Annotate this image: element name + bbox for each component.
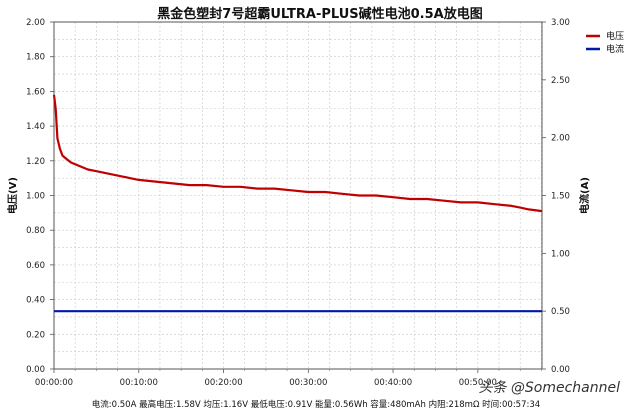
x-tick-label: 00:40:00 <box>374 378 412 388</box>
y-right-axis-label: 电流(A) <box>578 177 591 214</box>
y-left-tick-label: 1.40 <box>26 122 45 132</box>
legend-label-current: 电流 <box>606 43 624 55</box>
y-left-ticks: 0.00 0.20 0.40 0.60 0.80 1.00 1.20 1.40 1.60 1.80… <box>26 18 54 375</box>
y-left-tick-label: 1.00 <box>26 192 45 202</box>
y-right-tick-label: 3.00 <box>551 18 570 28</box>
x-tick-label: 00:20:00 <box>204 378 242 388</box>
footer-stats: 电流:0.50A 最高电压:1.58V 均压:1.16V 最低电压:0.91V … <box>92 399 540 410</box>
series-voltage-line <box>52 94 543 213</box>
y-right-ticks: 0.00 0.50 1.00 1.50 2.00 2.50 3.00 <box>542 18 570 375</box>
y-left-tick-label: 1.60 <box>26 87 45 97</box>
y-left-tick-label: 2.00 <box>26 18 45 28</box>
y-right-tick-label: 1.50 <box>551 192 570 202</box>
y-left-tick-label: 0.20 <box>26 330 45 340</box>
series-layer <box>52 94 543 313</box>
y-left-axis-label: 电压(V) <box>6 177 19 214</box>
y-right-tick-label: 0.00 <box>551 365 570 375</box>
x-ticks: 00:00:00 00:10:00 00:20:00 00:30:00 00:40:00… <box>35 369 542 388</box>
x-tick-label: 00:30:00 <box>289 378 327 388</box>
y-right-tick-label: 2.00 <box>551 134 570 144</box>
x-tick-label: 00:10:00 <box>120 378 158 388</box>
y-left-tick-label: 0.60 <box>26 261 45 271</box>
x-tick-label: 00:00:00 <box>35 378 73 388</box>
y-left-tick-label: 0.00 <box>26 365 45 375</box>
grid <box>53 21 542 370</box>
legend-label-voltage: 电压 <box>606 30 624 42</box>
legend: 电压 电流 <box>586 30 624 55</box>
y-right-tick-label: 0.50 <box>551 307 570 317</box>
y-left-tick-label: 0.40 <box>26 296 45 306</box>
y-left-tick-label: 1.80 <box>26 53 45 63</box>
y-right-tick-label: 2.50 <box>551 76 570 86</box>
watermark: 头条 @Somechannel <box>478 380 620 396</box>
x-tick-label: 00:50:00 <box>459 378 497 388</box>
chart-title: 黑金色塑封7号超霸ULTRA-PLUS碱性电池0.5A放电图 <box>157 6 482 22</box>
y-left-tick-label: 0.80 <box>26 226 45 236</box>
y-right-tick-label: 1.00 <box>551 249 570 259</box>
y-left-tick-label: 1.20 <box>26 157 45 167</box>
